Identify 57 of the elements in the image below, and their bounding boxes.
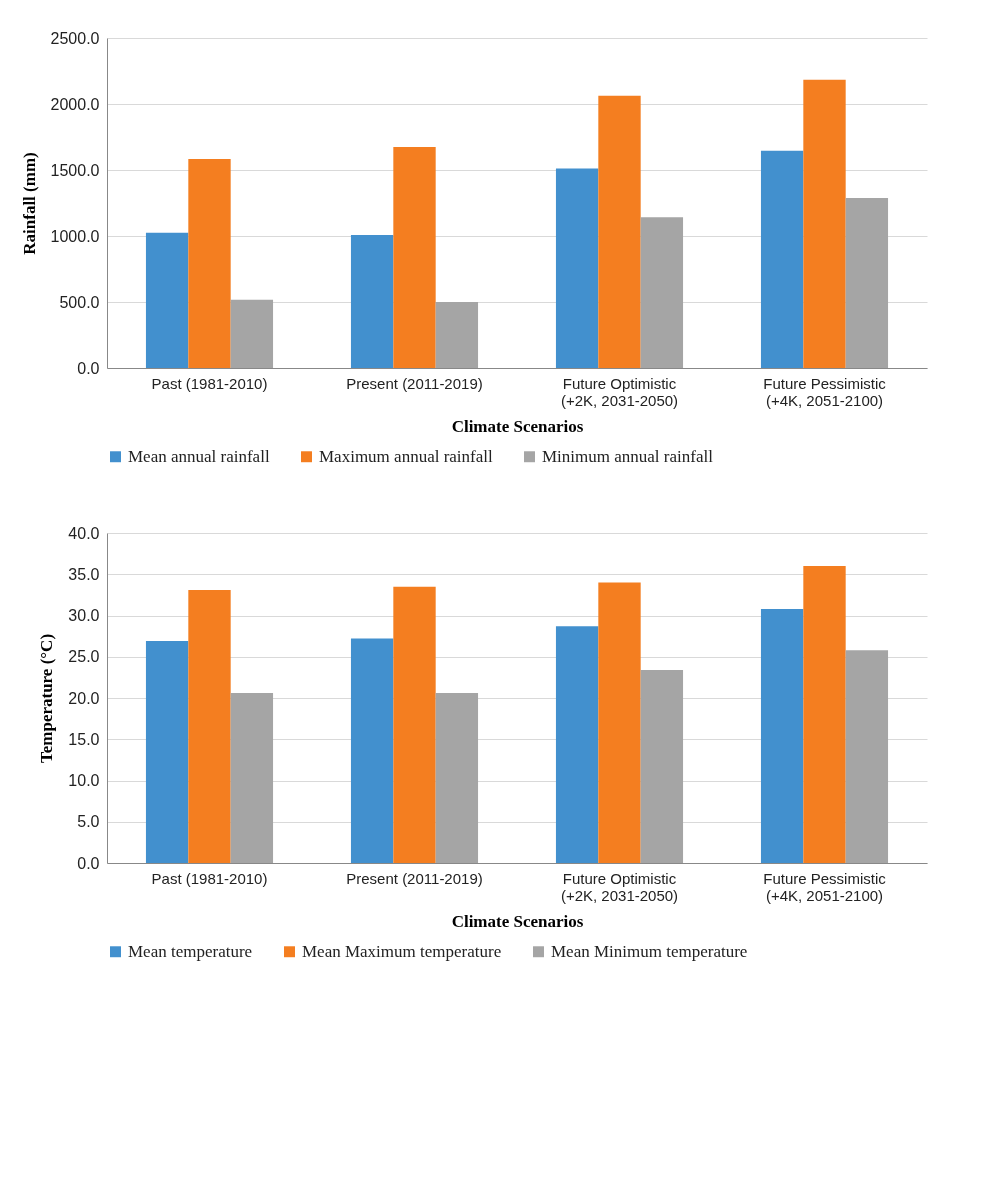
bar (230, 299, 274, 368)
y-tick-label: 500.0 (59, 293, 100, 311)
bar (230, 693, 274, 863)
legend-label: Mean Maximum temperature (302, 941, 502, 961)
bar (435, 302, 479, 368)
y-tick-label: 15.0 (68, 730, 100, 748)
y-axis-title: Rainfall (mm) (19, 152, 39, 255)
bar (435, 693, 479, 863)
bar (350, 234, 394, 368)
bar (598, 95, 641, 368)
y-tick-label: 35.0 (68, 565, 100, 583)
y-tick-label: 30.0 (68, 607, 100, 624)
bar (803, 79, 846, 368)
bar (350, 638, 394, 863)
y-tick-label: 2000.0 (50, 95, 100, 113)
bar (760, 608, 804, 863)
x-tick-label: Past (1981-2010) (151, 869, 268, 887)
y-axis-title: Temperature (°C) (37, 633, 57, 764)
legend-label: Mean annual rainfall (128, 446, 270, 466)
y-tick-label: 20.0 (68, 689, 100, 707)
legend-label: Mean Minimum temperature (551, 941, 748, 961)
x-axis-title: Climate Scenarios (451, 416, 584, 436)
y-tick-label: 0.0 (77, 359, 100, 377)
y-tick-label: 1500.0 (50, 161, 100, 179)
y-tick-label: 5.0 (77, 813, 100, 831)
bar (845, 198, 889, 368)
x-tick-label: Present (2011-2019) (346, 869, 483, 887)
x-tick-label: Future Pessimistic (+4K, 2051-2100) (763, 374, 887, 409)
bar (598, 582, 641, 863)
y-tick-label: 0.0 (77, 854, 100, 872)
x-axis-title: Climate Scenarios (451, 911, 584, 931)
legend-label: Minimum annual rainfall (542, 446, 714, 466)
y-tick-label: 10.0 (68, 772, 100, 789)
bar (145, 641, 189, 863)
bar (188, 159, 231, 368)
y-tick-label: 1000.0 (50, 227, 100, 245)
bar (845, 650, 889, 863)
bar (555, 168, 599, 368)
legend-label: Mean temperature (128, 941, 253, 961)
bar (640, 217, 684, 368)
y-tick-label: 2500.0 (50, 29, 100, 47)
bar (640, 669, 684, 863)
x-tick-label: Present (2011-2019) (346, 374, 483, 392)
bar (803, 566, 846, 863)
x-tick-label: Future Optimistic (+2K, 2031-2050) (560, 374, 679, 409)
x-tick-label: Future Pessimistic (+4K, 2051-2100) (763, 869, 887, 904)
bar (760, 150, 804, 368)
x-tick-label: Past (1981-2010) (151, 374, 268, 392)
bar (145, 232, 189, 368)
y-tick-label: 25.0 (68, 648, 100, 666)
bar (393, 586, 436, 863)
legend-label: Maximum annual rainfall (319, 446, 493, 466)
bar (393, 146, 436, 368)
y-tick-label: 40.0 (68, 524, 100, 542)
bar (188, 589, 231, 863)
x-tick-label: Future Optimistic (+2K, 2031-2050) (560, 869, 679, 904)
bar (555, 626, 599, 863)
